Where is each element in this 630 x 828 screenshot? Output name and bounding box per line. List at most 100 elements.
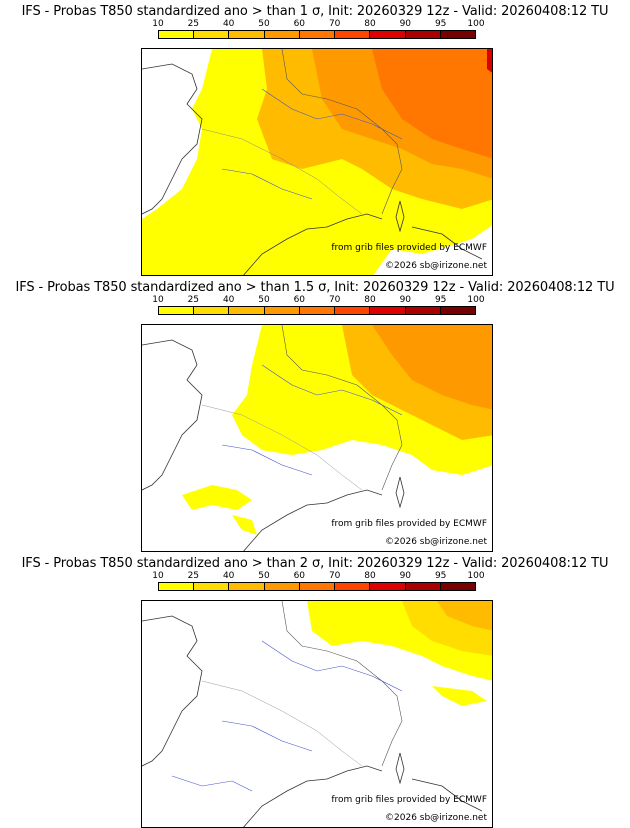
map-graphic bbox=[142, 49, 492, 275]
colorbar-tick: 80 bbox=[364, 295, 376, 305]
colorbar-tick: 40 bbox=[222, 571, 235, 581]
colorbar-tick: 100 bbox=[467, 571, 485, 581]
colorbar-swatch bbox=[335, 583, 371, 590]
coastline bbox=[395, 476, 405, 509]
credit-source: from grib files provided by ECMWF bbox=[331, 795, 487, 805]
prob-area-10 bbox=[232, 515, 257, 535]
river bbox=[261, 88, 403, 140]
probability-map: from grib files provided by ECMWF ©2026 … bbox=[141, 324, 493, 552]
colorbar-tick: 95 bbox=[434, 19, 447, 29]
colorbar-swatch bbox=[194, 31, 230, 38]
prob-area-50 bbox=[372, 325, 492, 410]
colorbar-tick: 50 bbox=[258, 19, 270, 29]
credit-source: from grib files provided by ECMWF bbox=[331, 519, 487, 529]
coastline bbox=[142, 615, 203, 767]
colorbar-swatch bbox=[335, 307, 371, 314]
colorbar-tick: 10 bbox=[152, 295, 164, 305]
border bbox=[201, 680, 363, 767]
colorbar-tick: 80 bbox=[364, 19, 376, 29]
river bbox=[221, 444, 313, 476]
river bbox=[221, 168, 313, 200]
coastline bbox=[142, 63, 203, 215]
colorbar-swatches bbox=[158, 582, 476, 591]
colorbar-tick: 10 bbox=[152, 19, 164, 29]
colorbar: 10 25 40 50 60 70 80 90 95 100 bbox=[152, 295, 485, 316]
colorbar-tick: 100 bbox=[467, 19, 485, 29]
prob-area-10 bbox=[182, 485, 252, 510]
border bbox=[201, 404, 363, 491]
coastline bbox=[243, 765, 383, 827]
colorbar-tick: 70 bbox=[328, 295, 341, 305]
colorbar: 10 25 40 50 60 70 80 90 95 100 bbox=[152, 19, 485, 40]
colorbar-swatch bbox=[405, 307, 441, 314]
panel-title: IFS - Probas T850 standardized ano > tha… bbox=[15, 280, 615, 295]
coastline bbox=[243, 489, 383, 551]
colorbar-swatch bbox=[194, 583, 230, 590]
map-panel-1: IFS - Probas T850 standardized ano > tha… bbox=[0, 0, 630, 276]
colorbar-tick: 50 bbox=[258, 571, 270, 581]
colorbar-swatch bbox=[335, 31, 371, 38]
border bbox=[281, 49, 403, 215]
colorbar-swatch bbox=[229, 31, 265, 38]
colorbar-swatch bbox=[264, 307, 300, 314]
colorbar-tick: 95 bbox=[434, 295, 447, 305]
map-graphic bbox=[142, 601, 492, 827]
river bbox=[261, 640, 403, 692]
colorbar-tick: 60 bbox=[293, 295, 306, 305]
colorbar-swatch bbox=[159, 307, 195, 314]
colorbar-swatch bbox=[264, 583, 300, 590]
river bbox=[221, 720, 313, 752]
river bbox=[171, 775, 253, 792]
border bbox=[201, 128, 363, 215]
colorbar-swatches bbox=[158, 306, 476, 315]
map-graphic bbox=[142, 325, 492, 551]
credit-copyright: ©2026 sb@irizone.net bbox=[385, 261, 487, 271]
colorbar-tick: 25 bbox=[187, 571, 200, 581]
colorbar-tick: 70 bbox=[328, 19, 341, 29]
colorbar-tick: 80 bbox=[364, 571, 376, 581]
colorbar-tick-labels: 10 25 40 50 60 70 80 90 95 100 bbox=[152, 571, 484, 582]
colorbar-swatch bbox=[440, 583, 475, 590]
colorbar-swatch bbox=[299, 307, 336, 314]
colorbar-tick-labels: 10 25 40 50 60 70 80 90 95 100 bbox=[152, 295, 484, 306]
colorbar-swatch bbox=[370, 307, 406, 314]
colorbar-swatch bbox=[159, 583, 195, 590]
prob-area-40 bbox=[437, 601, 492, 631]
colorbar: 10 25 40 50 60 70 80 90 95 100 bbox=[152, 571, 485, 592]
colorbar-swatch bbox=[159, 31, 195, 38]
colorbar-swatch bbox=[370, 31, 406, 38]
colorbar-swatch bbox=[440, 307, 475, 314]
colorbar-swatch bbox=[405, 31, 441, 38]
colorbar-tick: 90 bbox=[399, 295, 412, 305]
colorbar-tick: 100 bbox=[467, 295, 485, 305]
colorbar-tick: 10 bbox=[152, 571, 164, 581]
map-panel-2: IFS - Probas T850 standardized ano > tha… bbox=[0, 276, 630, 552]
coastline bbox=[243, 213, 383, 275]
coastline bbox=[395, 200, 405, 233]
credit-source: from grib files provided by ECMWF bbox=[331, 243, 487, 253]
colorbar-tick: 95 bbox=[434, 571, 447, 581]
colorbar-tick: 50 bbox=[258, 295, 270, 305]
probability-map: from grib files provided by ECMWF ©2026 … bbox=[141, 48, 493, 276]
credit-copyright: ©2026 sb@irizone.net bbox=[385, 537, 487, 547]
colorbar-tick: 25 bbox=[187, 19, 200, 29]
colorbar-tick: 90 bbox=[399, 19, 412, 29]
river bbox=[261, 364, 403, 416]
colorbar-tick: 40 bbox=[222, 295, 235, 305]
colorbar-swatch bbox=[405, 583, 441, 590]
border bbox=[281, 325, 403, 491]
colorbar-tick: 60 bbox=[293, 19, 306, 29]
prob-area-10 bbox=[432, 686, 487, 706]
coastline bbox=[411, 778, 483, 812]
map-panel-3: IFS - Probas T850 standardized ano > tha… bbox=[0, 552, 630, 828]
colorbar-tick: 70 bbox=[328, 571, 341, 581]
colorbar-swatch bbox=[299, 31, 336, 38]
coastline bbox=[395, 752, 405, 785]
colorbar-swatch bbox=[229, 307, 265, 314]
colorbar-swatch bbox=[229, 583, 265, 590]
colorbar-swatch bbox=[299, 583, 336, 590]
colorbar-tick: 90 bbox=[399, 571, 412, 581]
colorbar-tick: 60 bbox=[293, 571, 306, 581]
border bbox=[281, 601, 403, 767]
coastline bbox=[411, 226, 483, 260]
